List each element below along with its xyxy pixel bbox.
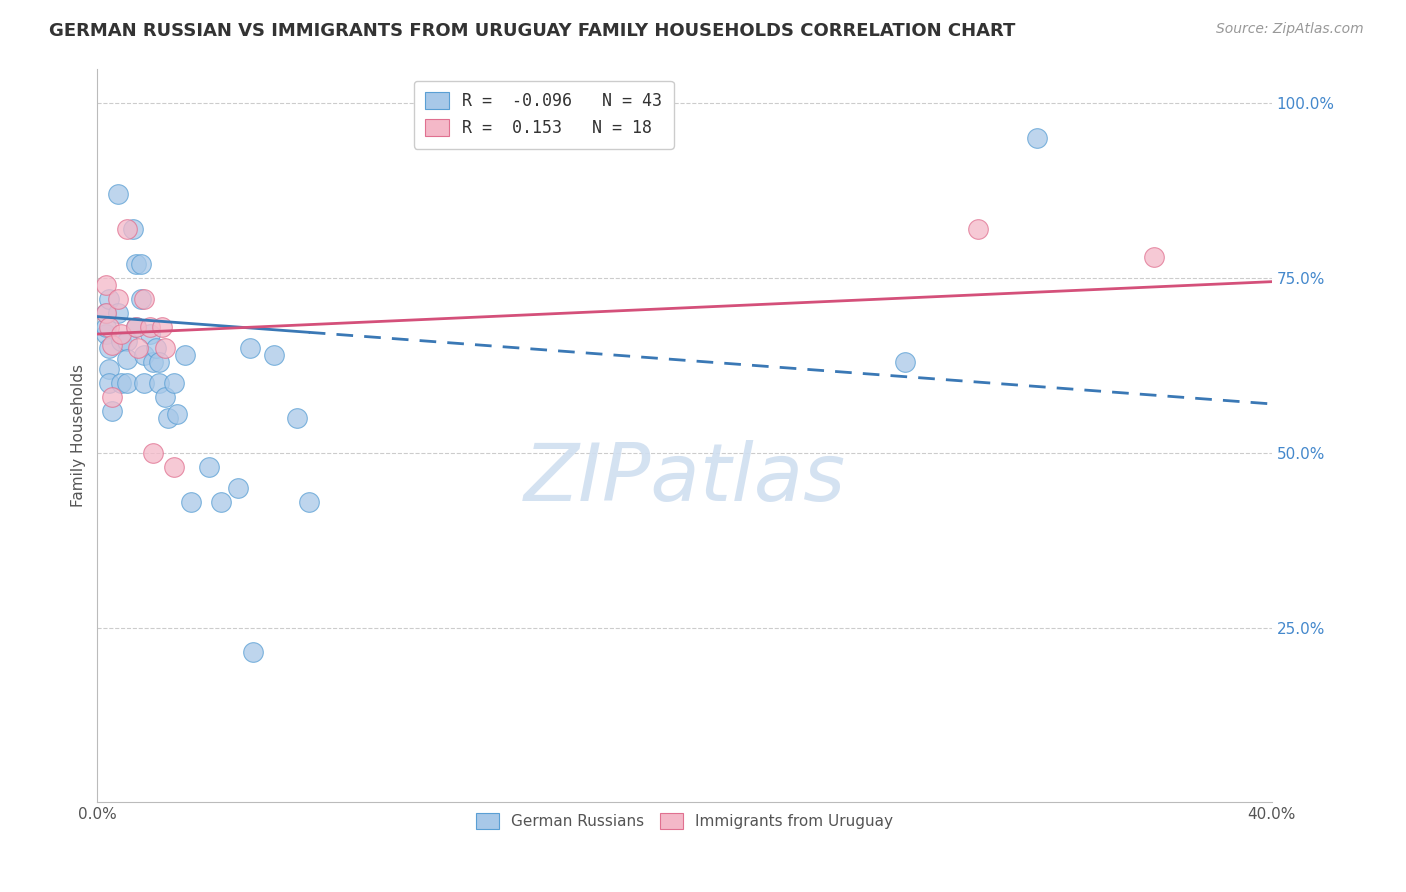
Point bbox=[107, 292, 129, 306]
Point bbox=[239, 341, 262, 355]
Point bbox=[124, 320, 146, 334]
Point bbox=[166, 408, 188, 422]
Point bbox=[134, 348, 156, 362]
Text: GERMAN RUSSIAN VS IMMIGRANTS FROM URUGUAY FAMILY HOUSEHOLDS CORRELATION CHART: GERMAN RUSSIAN VS IMMIGRANTS FROM URUGUA… bbox=[49, 22, 1015, 40]
Point bbox=[142, 446, 165, 460]
Point bbox=[110, 376, 132, 390]
Point bbox=[107, 187, 129, 202]
Point bbox=[156, 411, 179, 425]
Point bbox=[226, 481, 249, 495]
Point bbox=[139, 320, 162, 334]
Point bbox=[98, 376, 121, 390]
Point bbox=[98, 341, 121, 355]
Point bbox=[198, 459, 221, 474]
Point bbox=[150, 320, 173, 334]
Point bbox=[115, 334, 138, 348]
Point bbox=[98, 362, 121, 376]
Point bbox=[115, 351, 138, 366]
Point bbox=[98, 320, 121, 334]
Y-axis label: Family Households: Family Households bbox=[72, 364, 86, 507]
Point bbox=[263, 348, 285, 362]
Point bbox=[148, 355, 170, 369]
Point bbox=[110, 334, 132, 348]
Point bbox=[131, 292, 153, 306]
Point bbox=[96, 320, 118, 334]
Point bbox=[142, 355, 165, 369]
Point bbox=[153, 390, 176, 404]
Point bbox=[107, 306, 129, 320]
Point bbox=[101, 337, 124, 351]
Point bbox=[101, 404, 124, 418]
Point bbox=[139, 327, 162, 342]
Point bbox=[1026, 131, 1049, 145]
Point bbox=[145, 341, 167, 355]
Point bbox=[298, 495, 321, 509]
Point bbox=[110, 327, 132, 342]
Point bbox=[163, 459, 186, 474]
Text: ZIPatlas: ZIPatlas bbox=[523, 441, 845, 518]
Point bbox=[127, 341, 149, 355]
Point bbox=[894, 355, 917, 369]
Point bbox=[124, 257, 146, 271]
Point bbox=[134, 376, 156, 390]
Point bbox=[134, 292, 156, 306]
Point bbox=[285, 411, 308, 425]
Point bbox=[96, 327, 118, 342]
Point bbox=[131, 257, 153, 271]
Point bbox=[148, 376, 170, 390]
Point bbox=[98, 292, 121, 306]
Point bbox=[96, 306, 118, 320]
Legend: German Russians, Immigrants from Uruguay: German Russians, Immigrants from Uruguay bbox=[470, 806, 898, 835]
Point bbox=[121, 222, 143, 236]
Point bbox=[242, 645, 264, 659]
Point bbox=[115, 376, 138, 390]
Point bbox=[101, 390, 124, 404]
Point bbox=[153, 341, 176, 355]
Point bbox=[967, 222, 990, 236]
Point bbox=[163, 376, 186, 390]
Point bbox=[1143, 250, 1166, 264]
Point bbox=[180, 495, 202, 509]
Point bbox=[115, 222, 138, 236]
Point bbox=[96, 306, 118, 320]
Point bbox=[124, 320, 146, 334]
Point bbox=[174, 348, 197, 362]
Point bbox=[96, 278, 118, 293]
Point bbox=[209, 495, 232, 509]
Text: Source: ZipAtlas.com: Source: ZipAtlas.com bbox=[1216, 22, 1364, 37]
